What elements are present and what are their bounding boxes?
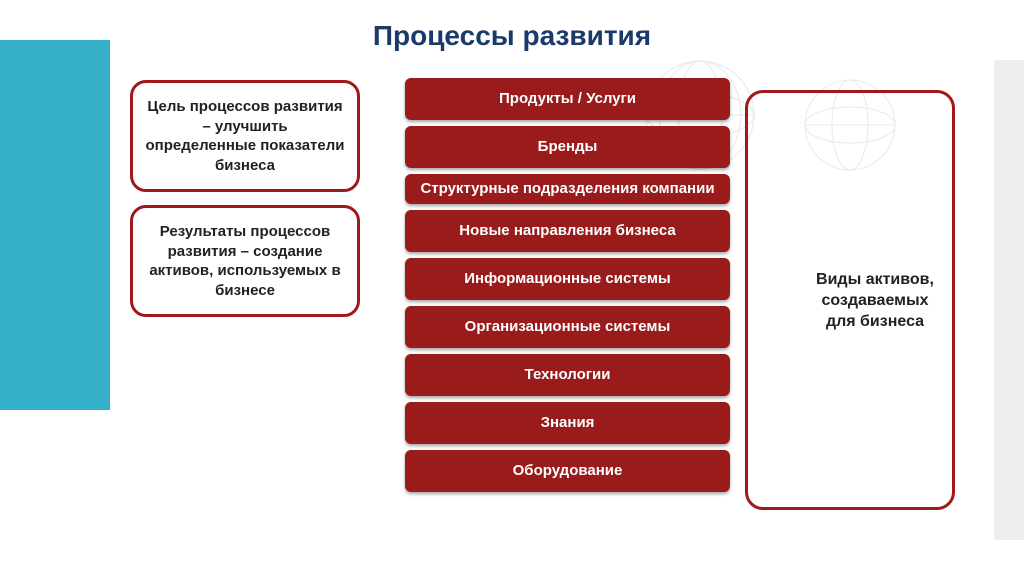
list-item: Продукты / Услуги [405,78,730,120]
accent-left-bar [0,40,110,410]
list-item: Информационные системы [405,258,730,300]
globe-decoration-2 [800,75,900,175]
assets-label: Виды активов, создаваемых для бизнеса [805,270,945,332]
list-item: Оборудование [405,450,730,492]
list-item: Знания [405,402,730,444]
list-item: Новые направления бизнеса [405,210,730,252]
list-item: Технологии [405,354,730,396]
page-title: Процессы развития [0,20,1024,52]
goal-box: Цель процессов развития – улучшить опред… [130,80,360,192]
list-item: Бренды [405,126,730,168]
list-item: Структурные подразделения компании [405,174,730,204]
accent-right-bar [994,60,1024,540]
center-list: Продукты / Услуги Бренды Структурные под… [405,78,730,492]
list-item: Организационные системы [405,306,730,348]
result-box: Результаты процессов развития – создание… [130,205,360,317]
